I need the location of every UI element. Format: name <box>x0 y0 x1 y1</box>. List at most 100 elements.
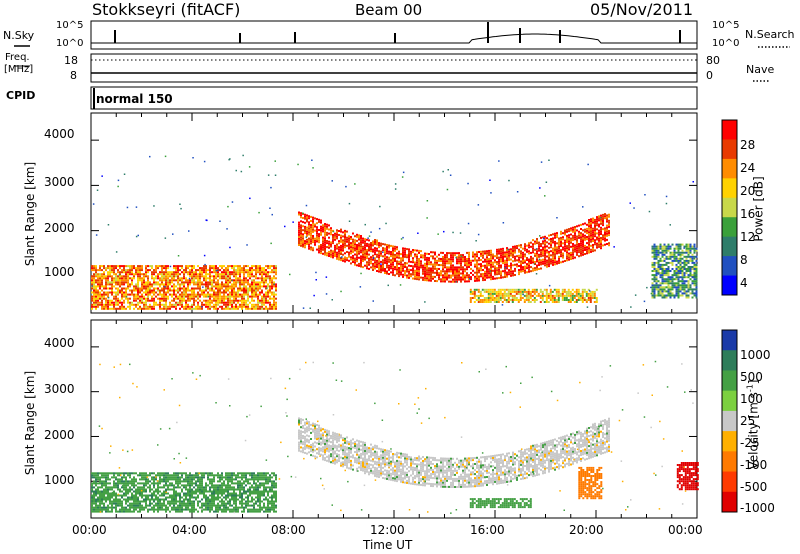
p-cell <box>121 289 123 292</box>
p-cell <box>669 292 672 295</box>
p-cell <box>376 263 378 266</box>
p-cell <box>583 290 586 293</box>
p-cell <box>691 288 694 291</box>
p-cell <box>245 271 247 274</box>
p-cell <box>418 268 420 271</box>
p-cell <box>450 258 452 261</box>
p-cell <box>267 285 269 288</box>
p-cell <box>679 251 682 254</box>
p-cell <box>346 259 348 262</box>
p-scatter <box>378 227 381 230</box>
p-cell <box>402 251 404 254</box>
v-cell <box>147 478 149 481</box>
v-cell <box>97 490 99 493</box>
p-cell <box>542 262 544 265</box>
p-cell <box>480 275 482 278</box>
p-cell <box>175 305 177 308</box>
p-cell <box>306 240 308 243</box>
p-cell <box>691 259 694 262</box>
p-cell <box>179 297 181 300</box>
p-cell <box>570 253 572 256</box>
p-cell <box>215 285 217 288</box>
p-cell <box>484 270 486 273</box>
p-cell <box>119 279 121 282</box>
p-cell <box>360 237 362 239</box>
p-cell <box>320 219 322 222</box>
p-cell <box>685 276 688 279</box>
p-cell <box>501 288 504 291</box>
p-cell <box>661 288 664 291</box>
v-cell <box>123 492 125 495</box>
p-cell <box>428 263 430 266</box>
v-cell <box>131 488 133 491</box>
p-cell <box>131 267 133 270</box>
p-cell <box>354 259 356 262</box>
v-cell <box>101 474 103 477</box>
p-cell <box>316 248 318 251</box>
p-cell <box>117 293 119 296</box>
p-cell <box>604 235 606 238</box>
p-cell <box>241 303 243 306</box>
p-cell <box>470 267 472 270</box>
p-cell <box>530 251 532 254</box>
v-cell <box>103 488 105 491</box>
p-cell <box>191 279 193 282</box>
p-cell <box>177 295 179 298</box>
p-cell <box>400 273 402 276</box>
p-cell <box>133 267 135 270</box>
p-cell <box>517 290 520 293</box>
p-cell <box>151 275 153 278</box>
p-cell <box>557 290 560 293</box>
p-cell <box>663 286 666 289</box>
p-cell <box>101 293 103 296</box>
p-cell <box>97 289 99 292</box>
p-cell <box>273 277 275 280</box>
p-cell <box>113 303 115 306</box>
p-cell <box>111 281 113 284</box>
p-cell <box>566 255 568 258</box>
p-cell <box>304 232 306 234</box>
p-cell <box>231 265 233 268</box>
p-cell <box>580 242 582 245</box>
p-cell <box>306 234 308 237</box>
p-cell <box>572 239 574 241</box>
p-cell <box>207 283 209 286</box>
p-cell <box>657 261 660 264</box>
p-cell <box>147 283 149 286</box>
p-scatter <box>665 202 668 205</box>
p-cell <box>111 269 113 272</box>
p-cell <box>175 301 177 304</box>
p-cell <box>667 266 670 268</box>
p-cell <box>205 265 207 268</box>
p-cell <box>507 299 510 301</box>
p-cell <box>538 245 540 248</box>
p-cell <box>372 262 374 265</box>
p-cell <box>595 288 598 291</box>
p-cell <box>553 294 556 297</box>
v-cell <box>119 502 121 505</box>
p-cell <box>602 215 604 218</box>
p-cell <box>673 282 676 285</box>
p-cell <box>191 265 193 268</box>
p-cell <box>661 255 664 258</box>
p-cell <box>241 267 243 270</box>
p-cell <box>515 290 518 293</box>
p-cell <box>328 224 330 227</box>
p-cell <box>312 239 314 241</box>
p-cell <box>655 294 658 297</box>
p-cell <box>657 249 660 252</box>
p-cell <box>103 293 105 296</box>
v-cell <box>125 506 127 509</box>
p-cell <box>193 299 195 302</box>
p-cell <box>197 293 199 296</box>
p-cell <box>566 234 568 237</box>
p-cell <box>528 252 530 255</box>
p-cell <box>117 299 119 302</box>
p-cell <box>663 290 666 293</box>
p-cell <box>408 276 410 279</box>
p-cell <box>205 281 207 284</box>
p-cell <box>217 303 219 306</box>
p-cell <box>322 230 324 233</box>
p-cell <box>241 289 243 292</box>
p-cell <box>490 272 492 275</box>
